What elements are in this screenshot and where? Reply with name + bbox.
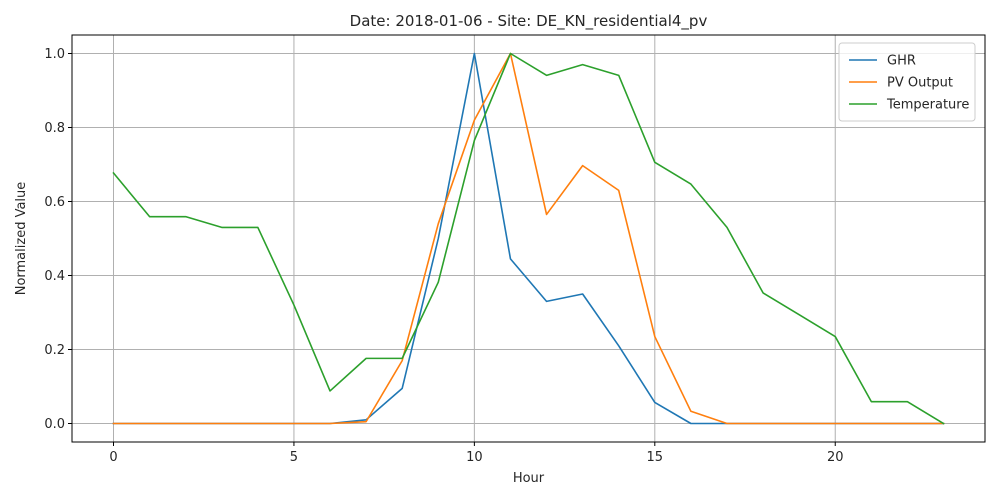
chart-title: Date: 2018-01-06 - Site: DE_KN_residenti… — [350, 12, 708, 31]
legend-label-pv-output: PV Output — [887, 76, 953, 91]
series-line-temperature — [112, 52, 945, 425]
x-tick-label: 0 — [109, 450, 117, 465]
y-axis-label: Normalized Value — [14, 182, 29, 296]
y-tick-label: 0.8 — [44, 121, 65, 136]
series-line-pv-output — [112, 52, 945, 425]
y-tick-label: 0.4 — [44, 269, 65, 284]
series-lines — [112, 52, 945, 425]
x-tick-label: 10 — [466, 450, 483, 465]
x-tick-label: 20 — [827, 450, 844, 465]
legend: GHR PV Output Temperature — [838, 42, 976, 122]
y-tick-label: 0.2 — [44, 343, 65, 358]
plot-frame — [71, 34, 986, 443]
x-axis-label: Hour — [513, 471, 545, 486]
axis-ticks: 0 5 10 15 20 0.0 0.2 0.4 0.6 0.8 1.0 — [44, 47, 843, 465]
y-tick-label: 0.0 — [44, 417, 65, 432]
grid — [72, 35, 985, 442]
legend-label-temperature: Temperature — [886, 98, 969, 113]
x-tick-label: 15 — [647, 450, 664, 465]
legend-label-ghr: GHR — [887, 54, 916, 69]
legend-box — [838, 42, 976, 122]
x-tick-label: 5 — [290, 450, 298, 465]
y-tick-label: 0.6 — [44, 195, 65, 210]
y-tick-label: 1.0 — [44, 47, 65, 62]
